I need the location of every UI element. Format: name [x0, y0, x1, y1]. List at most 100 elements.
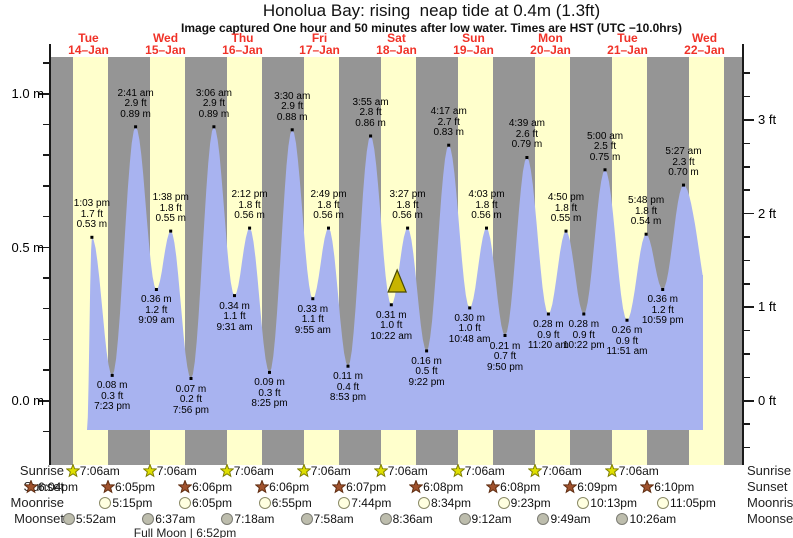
- extreme-dot: [189, 377, 193, 380]
- almanac-label-right-sunrise: Sunrise: [747, 463, 792, 478]
- extreme-label-line: 2.9 ft: [281, 101, 304, 113]
- extreme-label-line: 4:50 pm: [547, 192, 585, 204]
- extreme-label-line: 3:06 am: [195, 87, 232, 99]
- sunrise-star-icon: [527, 464, 542, 478]
- extreme-label: 4:39 am 2.6 ft 0.79 m: [494, 119, 560, 151]
- almanac-event: 10:13pm: [576, 495, 638, 511]
- almanac-event: 7:06am: [142, 463, 205, 479]
- almanac-event-time: 5:52am: [75, 512, 116, 526]
- day-label-date: 17–Jan: [299, 43, 340, 57]
- moonrise-circle-icon: [417, 497, 430, 509]
- extreme-dot: [311, 297, 315, 301]
- almanac-event: 6:07pm: [332, 479, 394, 495]
- moonrise-circle-icon: [657, 497, 670, 509]
- extreme-label: 3:55 am 2.8 ft 0.86 m: [338, 97, 404, 130]
- day-label: Tue 21–Jan: [593, 32, 663, 56]
- almanac-event-time: 6:09pm: [577, 480, 618, 494]
- extreme-label: 0.16 m 0.5 ft 9:22 pm: [394, 356, 460, 389]
- sunrise-star-icon: [604, 464, 619, 478]
- right-axis-tick: [743, 236, 750, 238]
- day-label-name: Thu: [231, 31, 254, 45]
- day-label-name: Wed: [152, 31, 179, 45]
- almanac-event: 6:55pm: [258, 495, 320, 511]
- almanac-event-time: 5:15pm: [112, 496, 153, 510]
- sunset-star-icon: [101, 480, 116, 494]
- extreme-label: 5:00 am 2.5 ft 0.75 m: [572, 131, 638, 164]
- extreme-label-line: 0.30 m: [454, 312, 485, 324]
- almanac-event-time: 7:44pm: [351, 496, 392, 510]
- y-axis-label-right: 2 ft: [758, 205, 777, 221]
- extreme-dot: [248, 226, 252, 230]
- almanac-event: 8:34pm: [417, 495, 479, 511]
- extreme-label-line: 0.28 m: [568, 319, 600, 331]
- almanac-event: 7:06am: [219, 463, 282, 479]
- extreme-label: 0.11 m 0.4 ft 8:53 pm: [315, 372, 381, 404]
- extreme-label-line: 0.09 m: [254, 377, 285, 389]
- almanac-label-left-moonrise: Moonrise: [10, 495, 64, 510]
- almanac-event-time: 8:36am: [392, 512, 433, 526]
- extreme-label-line: 0.21 m: [489, 340, 521, 352]
- extreme-label-line: 2.7 ft: [437, 116, 460, 128]
- extreme-label: 0.21 m 0.7 ft 9:50 pm: [472, 340, 538, 374]
- day-label-name: Wed: [691, 31, 718, 45]
- right-axis-tick: [743, 166, 750, 168]
- left-axis-tick: [43, 123, 50, 126]
- extreme-label-line: 1.8 ft: [159, 202, 182, 214]
- extreme-label: 0.28 m 0.9 ft 11:20 am: [515, 320, 581, 352]
- right-axis-tick: [743, 119, 754, 121]
- extreme-label: 3:27 pm 1.8 ft 0.56 m: [375, 190, 441, 222]
- almanac-event: 5:15pm: [98, 495, 160, 511]
- y-axis-label-right: 3 ft: [758, 112, 777, 128]
- left-axis-tick: [39, 400, 50, 402]
- right-axis-tick: [743, 259, 750, 262]
- tide-curve-svg: [87, 125, 703, 431]
- extreme-dot: [389, 303, 393, 307]
- day-label: Sun 19–Jan: [439, 32, 509, 56]
- extreme-dot: [485, 226, 488, 230]
- extreme-label-line: 0.89 m: [120, 108, 151, 120]
- almanac-event: 6:04pm: [23, 479, 86, 495]
- day-label-name: Fri: [311, 31, 328, 45]
- sunset-star-icon: [178, 480, 193, 494]
- almanac-event: 7:06am: [527, 463, 590, 479]
- almanac-event-time: 7:06am: [464, 464, 505, 478]
- extreme-label: 0.28 m 0.9 ft 10:22 pm: [551, 320, 617, 352]
- extreme-label-line: 2.3 ft: [672, 156, 695, 168]
- extreme-label: 0.07 m 0.2 ft 7:56 pm: [158, 384, 224, 417]
- extreme-label: 0.36 m 1.2 ft 9:09 am: [123, 295, 189, 327]
- extreme-label: 0.34 m 1.1 ft 9:31 am: [202, 301, 268, 334]
- day-label: Thu 16–Jan: [208, 32, 278, 56]
- moonrise-circle-icon: [417, 497, 430, 509]
- extreme-label-line: 3:27 pm: [389, 189, 426, 201]
- extreme-label: 3:06 am 2.9 ft 0.89 m: [181, 87, 247, 121]
- moonrise-circle-icon: [258, 497, 271, 509]
- extreme-label-line: 0.79 m: [511, 139, 543, 151]
- extreme-label-line: 0.36 m: [647, 294, 679, 306]
- almanac-event-time: 8:34pm: [430, 496, 472, 510]
- extreme-label: 4:50 pm 1.8 ft 0.55 m: [533, 193, 599, 225]
- almanac-event: 11:05pm: [656, 495, 718, 511]
- extreme-dot: [110, 373, 114, 377]
- sunset-star-icon: [409, 480, 424, 494]
- extreme-label: 0.36 m 1.2 ft 10:59 pm: [630, 295, 696, 327]
- extreme-dot: [327, 226, 330, 230]
- extreme-label-line: 0.9 ft: [537, 329, 560, 341]
- almanac-event-time: 9:49am: [550, 512, 591, 526]
- extreme-label-line: 0.53 m: [76, 219, 108, 231]
- y-axis-label-left: 0.0 m: [11, 393, 44, 408]
- extreme-label-line: 1.8 ft: [634, 205, 658, 217]
- almanac-event-time: 7:18am: [234, 512, 275, 526]
- almanac-event-time: 7:06am: [310, 464, 351, 478]
- extreme-label-line: 1.2 ft: [145, 304, 168, 316]
- moonrise-circle-icon: [179, 497, 192, 509]
- almanac-event: 6:09pm: [563, 479, 625, 495]
- extreme-label-line: 1.8 ft: [238, 199, 261, 211]
- extreme-label-line: 0.88 m: [276, 111, 308, 123]
- extreme-label-line: 5:27 am: [665, 146, 702, 158]
- extreme-label-line: 1.1 ft: [223, 311, 246, 323]
- almanac-event-time: 7:06am: [233, 464, 274, 478]
- extreme-label: 0.33 m 1.1 ft 9:55 am: [280, 304, 346, 337]
- moonset-circle-icon: [458, 513, 471, 525]
- day-label: Wed 22–Jan: [670, 32, 740, 56]
- moonset-circle-icon: [142, 513, 155, 525]
